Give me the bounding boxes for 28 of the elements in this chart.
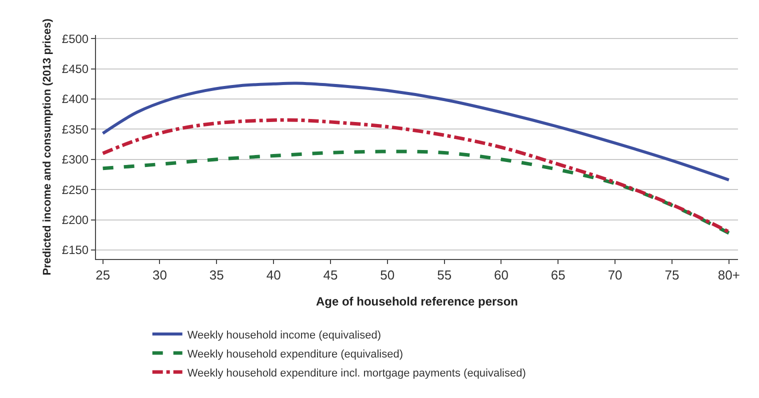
x-axis-title: Age of household reference person [316, 294, 518, 308]
x-tick-label: 35 [209, 268, 224, 283]
y-tick-label: £400 [62, 92, 89, 106]
y-tick-label: £300 [62, 152, 89, 167]
x-tick-label: 60 [494, 268, 508, 283]
y-tick-label: £350 [62, 122, 89, 136]
line-series [101, 82, 730, 182]
x-tick-label: 40 [266, 268, 281, 283]
x-tick-label: 70 [608, 268, 622, 283]
line-series [101, 118, 731, 234]
x-tick-label: 80+ [718, 268, 740, 283]
x-tick-label: 75 [664, 268, 680, 283]
y-tick-label: £450 [62, 62, 89, 76]
x-tick-label: 30 [152, 268, 167, 283]
x-tick-label: 55 [437, 268, 452, 283]
y-tick-label: £150 [62, 243, 89, 258]
y-tick-label: £200 [62, 212, 89, 227]
y-axis-title: Predicted income and consumption (2013 prices) [42, 18, 54, 276]
x-tick-label: 65 [550, 268, 566, 283]
line-series [101, 150, 731, 235]
x-tick-label: 45 [323, 268, 338, 283]
legend-label: Weekly household expenditure incl. mortgage payments (equivalised) [187, 367, 526, 380]
x-tick-label: 25 [96, 268, 110, 283]
legend-label: Weekly household expenditure (equivalised) [187, 348, 404, 360]
y-tick-label: £500 [62, 32, 89, 46]
legend-label: Weekly household income (equivalised) [187, 329, 381, 342]
x-tick-label: 50 [380, 268, 395, 283]
y-tick-label: £250 [62, 182, 89, 197]
